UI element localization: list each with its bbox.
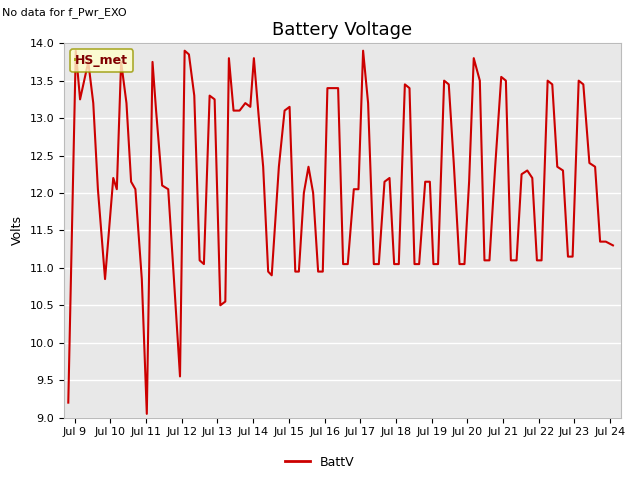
Y-axis label: Volts: Volts <box>11 216 24 245</box>
Text: No data for f_Pwr_EXO: No data for f_Pwr_EXO <box>1 7 126 18</box>
Legend: BattV: BattV <box>280 451 360 474</box>
Title: Battery Voltage: Battery Voltage <box>273 21 412 39</box>
Legend: HS_met: HS_met <box>70 49 133 72</box>
